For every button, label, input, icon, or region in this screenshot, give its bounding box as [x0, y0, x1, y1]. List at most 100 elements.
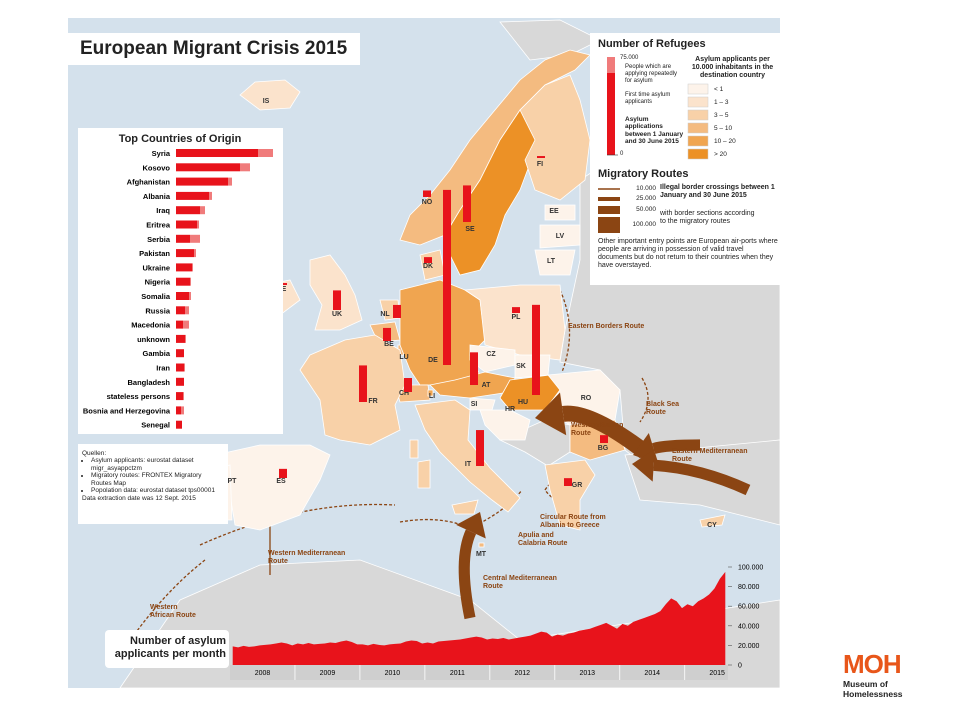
- y-tick-label: 60.000: [738, 604, 760, 611]
- legend-repeat: People which are applying repeatedly for…: [625, 64, 678, 84]
- country: [299, 334, 406, 446]
- origin-bar: [176, 363, 184, 372]
- country-label: FR: [368, 398, 377, 405]
- country-label: BG: [598, 445, 609, 452]
- origin-bar-repeat: [197, 220, 199, 229]
- origin-bar: [176, 277, 190, 286]
- country: [478, 542, 485, 548]
- country-label: IS: [263, 98, 270, 105]
- route-arrow: [561, 405, 650, 459]
- origin-label: Syria: [152, 149, 171, 158]
- country-label: LT: [547, 258, 556, 265]
- country: [519, 74, 591, 201]
- country: [239, 79, 301, 111]
- country-label: DE: [428, 357, 438, 364]
- country-label: IE: [280, 286, 287, 293]
- origin-bar-repeat: [200, 206, 205, 215]
- country-label: UK: [332, 311, 342, 318]
- legend-bar: [607, 57, 615, 155]
- origin-bar: [176, 292, 189, 300]
- origins-title: Top Countries of Origin: [118, 133, 242, 145]
- country-bar: [476, 430, 484, 466]
- country-bar: [383, 327, 391, 341]
- sources-date: Data extraction date was 12 Sept. 2015: [82, 494, 196, 502]
- country-label: DK: [423, 263, 433, 270]
- origin-label: Iraq: [156, 206, 170, 215]
- arrow-head: [456, 512, 486, 539]
- country-label: LV: [556, 233, 565, 240]
- title: European Migrant Crisis 2015: [80, 38, 348, 59]
- y-tick-label: 0: [738, 663, 742, 670]
- origin-bar-repeat: [194, 249, 196, 258]
- origin-bar-repeat: [181, 406, 184, 415]
- country: [427, 389, 434, 397]
- origin-label: Bangladesh: [127, 378, 170, 387]
- country: [409, 439, 419, 459]
- class-label: 1 – 3: [714, 99, 729, 106]
- origin-label: Ukraine: [142, 263, 170, 272]
- x-tick-label: 2015: [709, 670, 725, 677]
- logo-mark: MOH: [843, 649, 902, 679]
- x-tick-label: 2014: [644, 670, 660, 677]
- origin-bar: [176, 377, 184, 386]
- class-label: 5 – 10: [714, 125, 733, 132]
- legend-bar-repeat: [607, 57, 615, 73]
- country: [414, 399, 521, 513]
- origin-label: Serbia: [147, 235, 171, 244]
- origin-bar-repeat: [184, 363, 185, 372]
- country-bar: [279, 468, 287, 478]
- routes-title: Migratory Routes: [598, 168, 689, 180]
- country-label: LU: [399, 354, 408, 361]
- legend-max: 75.000: [620, 55, 639, 61]
- country-bar: [600, 435, 608, 443]
- country: [417, 459, 431, 489]
- route-label: Circular Route from Albania to Greece: [540, 514, 606, 530]
- x-tick-label: 2012: [515, 670, 531, 677]
- country-label: CZ: [486, 351, 496, 358]
- country-label: HR: [505, 406, 515, 413]
- country-label: CY: [707, 522, 717, 529]
- country-bar: [470, 352, 478, 385]
- routes-label: Illegal border crossings between 1 Janua…: [660, 184, 775, 200]
- legend-first: First time asylum applicants: [625, 92, 671, 105]
- route-size-label: 50.000: [636, 206, 656, 213]
- route-arrow: [652, 439, 701, 454]
- country-bar: [333, 290, 341, 310]
- x-tick-label: 2010: [385, 670, 401, 677]
- origin-label: stateless persons: [107, 392, 170, 401]
- route-arrow: [458, 529, 477, 620]
- origin-bar: [176, 420, 182, 429]
- origin-label: Iran: [156, 364, 170, 373]
- y-tick-label: 40.000: [738, 623, 760, 630]
- country: [451, 499, 479, 515]
- origin-label: Senegal: [141, 421, 170, 430]
- country-bar: [512, 307, 520, 313]
- class-swatch: [687, 122, 709, 134]
- route-label: Western Balkan Route: [571, 422, 624, 438]
- country-label: SE: [465, 226, 475, 233]
- class-swatch: [687, 96, 709, 108]
- origin-label: Somalia: [141, 292, 171, 301]
- x-tick-label: 2008: [255, 670, 271, 677]
- route-label: Eastern Mediterranean Route: [672, 448, 748, 464]
- country-label: NL: [380, 311, 390, 318]
- country: [539, 224, 581, 249]
- route-label: Apulia and Calabria Route: [518, 532, 568, 548]
- title-panel: [68, 33, 360, 65]
- country-label: AT: [482, 382, 492, 389]
- route-size-label: 10.000: [636, 185, 656, 192]
- origin-label: Nigeria: [145, 278, 171, 287]
- origin-bar: [176, 334, 185, 343]
- legend-panel: [590, 33, 780, 285]
- country: [544, 459, 596, 531]
- class-swatch: [687, 148, 709, 160]
- y-tick-label: 100.000: [738, 565, 763, 572]
- country: [544, 204, 576, 221]
- origin-bar: [176, 234, 190, 243]
- country-label: IT: [465, 461, 472, 468]
- country-bar: [463, 185, 471, 222]
- country-label: LI: [429, 393, 435, 400]
- route-line: [199, 503, 396, 546]
- class-label: 10 – 20: [714, 138, 736, 145]
- origin-bar: [176, 249, 194, 258]
